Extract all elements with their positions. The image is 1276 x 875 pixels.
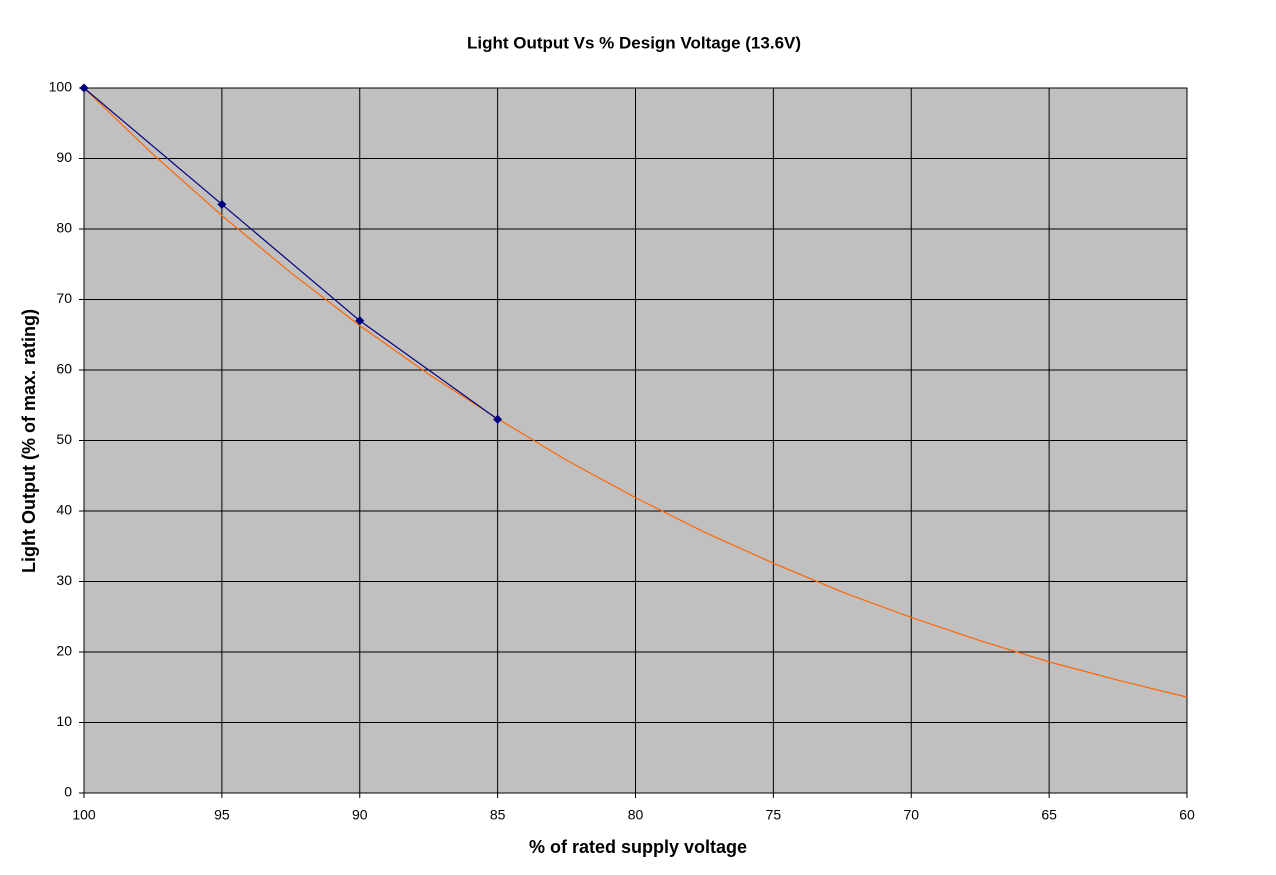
y-tick-label: 40 bbox=[56, 502, 72, 518]
series-line bbox=[83, 87, 498, 420]
data-point bbox=[79, 83, 89, 93]
series-line bbox=[83, 87, 1188, 698]
y-tick-label: 90 bbox=[56, 149, 72, 165]
y-tick-label: 100 bbox=[49, 79, 73, 95]
x-tick-label: 70 bbox=[903, 807, 919, 823]
y-tick-label: 70 bbox=[56, 290, 72, 306]
x-tick-label: 65 bbox=[1041, 807, 1057, 823]
data-point bbox=[355, 316, 365, 326]
y-tick-label: 0 bbox=[64, 784, 72, 800]
y-tick-label: 50 bbox=[56, 431, 72, 447]
chart-title: Light Output Vs % Design Voltage (13.6V) bbox=[467, 33, 801, 52]
y-tick-label: 10 bbox=[56, 713, 72, 729]
data-point bbox=[217, 199, 227, 209]
x-tick-label: 95 bbox=[214, 807, 230, 823]
x-tick-label: 85 bbox=[490, 807, 506, 823]
y-tick-label: 80 bbox=[56, 220, 72, 236]
y-tick-label: 60 bbox=[56, 361, 72, 377]
x-tick-label: 60 bbox=[1179, 807, 1195, 823]
y-axis-title: Light Output (% of max. rating) bbox=[19, 309, 39, 573]
x-tick-label: 75 bbox=[766, 807, 782, 823]
y-tick-label: 30 bbox=[56, 572, 72, 588]
data-point bbox=[493, 414, 503, 424]
x-tick-label: 100 bbox=[72, 807, 96, 823]
y-tick-label: 20 bbox=[56, 643, 72, 659]
x-axis-title: % of rated supply voltage bbox=[529, 837, 747, 857]
x-tick-label: 90 bbox=[352, 807, 368, 823]
x-tick-label: 80 bbox=[628, 807, 644, 823]
